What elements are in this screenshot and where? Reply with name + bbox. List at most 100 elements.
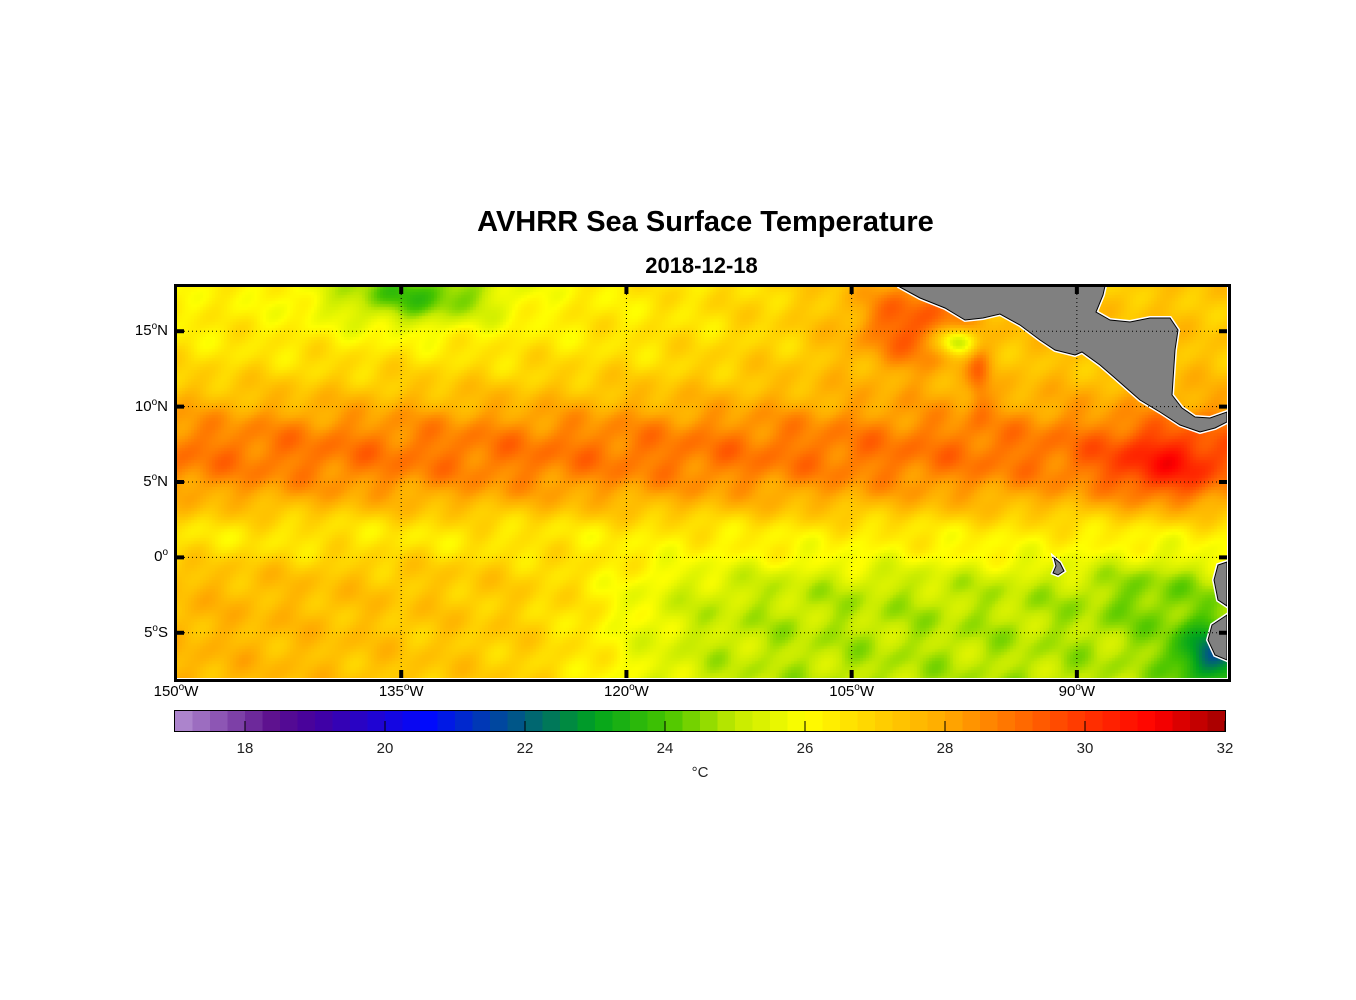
colorbar-step [682, 711, 701, 731]
hemisphere: S [157, 623, 168, 641]
degree-symbol: o [152, 622, 158, 634]
degree-symbol: o [403, 682, 410, 693]
colorbar-step [560, 711, 579, 731]
colorbar-tick-label: 24 [656, 740, 674, 757]
colorbar-tick-label: 18 [236, 740, 254, 757]
colorbar-step [840, 711, 859, 731]
colorbar-step [927, 711, 946, 731]
galapagos-island-land [1052, 556, 1065, 576]
colorbar-step [507, 711, 526, 731]
colorbar-step [805, 711, 824, 731]
map-overlay [176, 286, 1227, 678]
colorbar-step [892, 711, 911, 731]
degree-symbol: o [854, 682, 860, 693]
hemisphere: N [157, 322, 168, 340]
colorbar-step [1067, 711, 1086, 731]
colorbar-step [525, 711, 544, 731]
lon-tick-label: 150oW [136, 682, 216, 701]
colorbar-step [1155, 711, 1174, 731]
colorbar-step [542, 711, 561, 731]
colorbar-step [735, 711, 754, 731]
colorbar-step [595, 711, 614, 731]
colorbar-tick-label: 26 [796, 740, 814, 757]
colorbar-step [175, 711, 194, 731]
tick-number: 5 [144, 623, 153, 641]
colorbar-step [437, 711, 456, 731]
chart-title: AVHRR Sea Surface Temperature [477, 206, 934, 238]
lat-tick-label: 10oN [108, 396, 168, 415]
colorbar-step [210, 711, 229, 731]
colorbar-step [787, 711, 806, 731]
hemisphere: W [184, 683, 199, 700]
colorbar-step [1102, 711, 1121, 731]
degree-symbol: o [151, 396, 158, 408]
colorbar-step [945, 711, 964, 731]
degree-symbol: o [629, 682, 635, 693]
colorbar-step [1120, 711, 1139, 731]
lon-tick-label: 120oW [586, 682, 666, 701]
colorbar-step [857, 711, 876, 731]
tick-number: 15 [134, 322, 152, 340]
tick-number: 10 [134, 397, 152, 415]
hemisphere: N [157, 473, 168, 490]
colorbar-tick-label: 32 [1216, 740, 1234, 757]
hemisphere: N [157, 397, 168, 415]
colorbar-step [875, 711, 894, 731]
degree-symbol: o [178, 682, 185, 693]
colorbar-step [385, 711, 404, 731]
colorbar-step [297, 711, 316, 731]
tick-number: 135 [378, 683, 404, 700]
sst-field [176, 286, 1227, 678]
colorbar-step [612, 711, 631, 731]
colorbar-step [700, 711, 719, 731]
degree-symbol: o [162, 547, 168, 559]
colorbar-step [192, 711, 211, 731]
hemisphere: W [634, 683, 649, 700]
central-america-land [897, 286, 1227, 433]
lat-tick-label: 5oS [108, 622, 168, 641]
colorbar-step [1085, 711, 1104, 731]
colorbar-step [980, 711, 999, 731]
colorbar-step [665, 711, 684, 731]
tick-number: 150 [153, 683, 179, 700]
colorbar-tick-label: 28 [936, 740, 954, 757]
colorbar-step [770, 711, 789, 731]
hemisphere: W [859, 683, 875, 700]
colorbar-step [717, 711, 736, 731]
south-america-coast-land [1213, 561, 1227, 607]
colorbar-step [245, 711, 264, 731]
degree-symbol: o [151, 321, 158, 333]
lon-tick-label: 135oW [361, 682, 441, 701]
colorbar-step [1207, 711, 1226, 731]
colorbar-step [490, 711, 509, 731]
colorbar-step [350, 711, 369, 731]
colorbar-step [1032, 711, 1051, 731]
hemisphere: W [1080, 683, 1096, 700]
colorbar-step [577, 711, 596, 731]
tick-number: 0 [154, 548, 163, 566]
colorbar-step [647, 711, 666, 731]
colorbar-step [402, 711, 421, 731]
lat-tick-label: 15oN [108, 321, 168, 340]
tick-number: 120 [604, 683, 630, 700]
colorbar-step [910, 711, 929, 731]
colorbar-step [455, 711, 474, 731]
colorbar-step [262, 711, 281, 731]
colorbar-step [280, 711, 299, 731]
degree-symbol: o [151, 472, 158, 483]
colorbar-tick-label: 22 [516, 740, 534, 757]
colorbar-step [752, 711, 771, 731]
colorbar [174, 710, 1226, 732]
lat-tick-label: 5oN [108, 472, 168, 491]
colorbar-step [1137, 711, 1156, 731]
lat-tick-label: 0o [108, 547, 168, 566]
colorbar-step [332, 711, 351, 731]
colorbar-step [1050, 711, 1069, 731]
colorbar-step [822, 711, 841, 731]
colorbar-step [630, 711, 649, 731]
south-america-south-land [1207, 614, 1227, 661]
chart-subtitle: 2018-12-18 [645, 253, 758, 278]
colorbar-step [1015, 711, 1034, 731]
colorbar-unit-label: °C [691, 764, 709, 781]
hemisphere: W [409, 683, 424, 700]
